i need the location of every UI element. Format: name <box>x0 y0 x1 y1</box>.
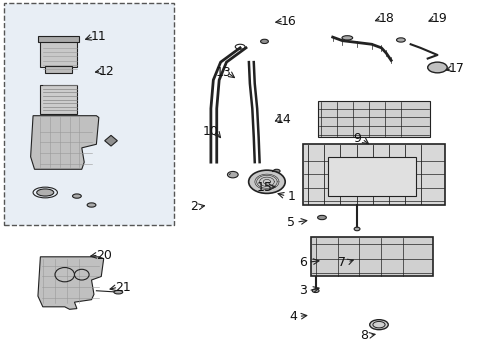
Ellipse shape <box>73 194 81 198</box>
Text: 2: 2 <box>190 200 198 213</box>
Ellipse shape <box>114 291 122 294</box>
Text: 9: 9 <box>353 132 361 145</box>
Text: 11: 11 <box>91 30 107 43</box>
Ellipse shape <box>312 289 319 293</box>
Text: 14: 14 <box>276 113 292 126</box>
Polygon shape <box>38 257 104 309</box>
Text: 10: 10 <box>203 125 219 138</box>
Text: 21: 21 <box>115 281 131 294</box>
Ellipse shape <box>273 169 280 173</box>
Bar <box>40 85 77 114</box>
Bar <box>328 157 416 196</box>
Bar <box>303 144 445 205</box>
Ellipse shape <box>428 62 447 73</box>
Polygon shape <box>30 116 99 169</box>
Ellipse shape <box>248 170 285 193</box>
Ellipse shape <box>354 227 360 231</box>
Ellipse shape <box>261 39 269 44</box>
Ellipse shape <box>318 215 326 220</box>
Bar <box>311 237 433 276</box>
Text: 3: 3 <box>299 284 307 297</box>
Ellipse shape <box>87 203 96 207</box>
Text: 1: 1 <box>287 190 295 203</box>
Text: 18: 18 <box>378 12 394 25</box>
Text: 15: 15 <box>257 181 272 194</box>
Text: 19: 19 <box>432 12 448 25</box>
Bar <box>45 66 72 73</box>
Bar <box>318 102 430 137</box>
Bar <box>40 41 77 67</box>
Ellipse shape <box>396 38 405 42</box>
Bar <box>4 3 174 225</box>
Ellipse shape <box>342 36 353 40</box>
Text: 4: 4 <box>290 310 297 323</box>
Text: 8: 8 <box>360 329 368 342</box>
Bar <box>38 36 79 42</box>
Text: 13: 13 <box>215 66 231 79</box>
Text: 5: 5 <box>287 216 295 229</box>
Text: 6: 6 <box>299 256 307 269</box>
Text: 20: 20 <box>96 248 112 261</box>
Text: 7: 7 <box>339 256 346 269</box>
Ellipse shape <box>37 189 54 196</box>
Ellipse shape <box>370 320 388 330</box>
Text: 16: 16 <box>281 14 297 27</box>
Text: 12: 12 <box>98 64 114 77</box>
Polygon shape <box>105 135 117 146</box>
Text: 17: 17 <box>449 62 465 75</box>
Ellipse shape <box>227 171 238 178</box>
